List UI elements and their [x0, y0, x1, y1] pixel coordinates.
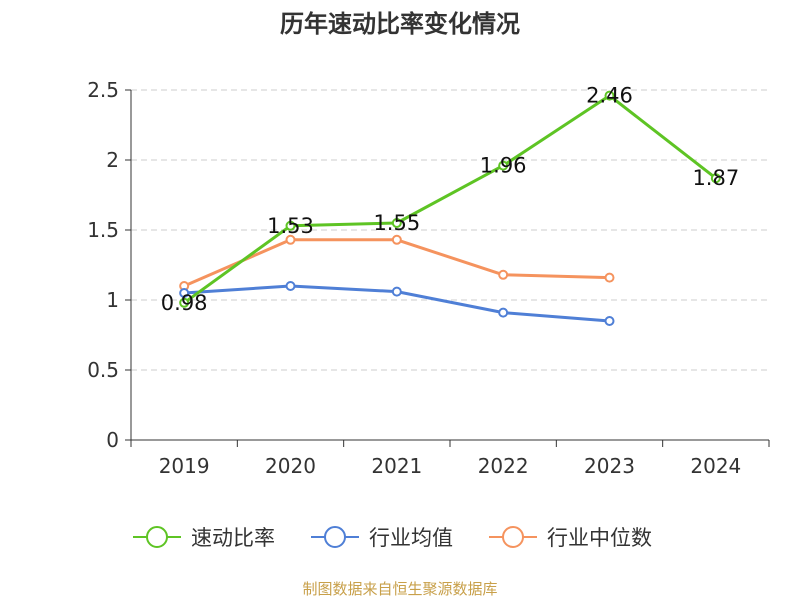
chart-title: 历年速动比率变化情况 [280, 10, 520, 38]
legend-swatch-marker [502, 526, 524, 548]
legend-swatch-marker [324, 526, 346, 548]
data-point [391, 234, 402, 245]
data-label: 1.53 [267, 214, 314, 238]
data-label: 0.98 [161, 291, 208, 315]
data-point [498, 160, 509, 171]
data-point [391, 286, 402, 297]
series-line [183, 94, 717, 305]
x-tick-label: 2024 [690, 454, 741, 478]
y-tick-label: 1 [106, 288, 119, 312]
source-note: 制图数据来自恒生聚源数据库 [302, 580, 498, 598]
y-tick-label: 2.5 [87, 78, 119, 102]
legend-item[interactable]: 行业均值 [311, 526, 453, 550]
series-lines [179, 90, 721, 326]
legend-label: 速动比率 [191, 526, 275, 550]
data-labels: 0.98 1.53 1.55 1.96 2.46 1.87 [161, 84, 739, 315]
data-point [498, 307, 509, 318]
x-tick-label: 2023 [584, 454, 635, 478]
data-point [498, 269, 509, 280]
legend-swatch-marker [146, 526, 168, 548]
data-point [604, 272, 615, 283]
data-label: 2.46 [586, 84, 633, 108]
legend-item[interactable]: 行业中位数 [489, 526, 652, 550]
series-line [183, 238, 610, 288]
data-label: 1.55 [373, 211, 420, 235]
x-tick-label: 2021 [371, 454, 422, 478]
data-point [285, 220, 296, 231]
data-point [710, 173, 721, 184]
data-point [179, 297, 190, 308]
data-label: 1.96 [480, 154, 527, 178]
y-tick-label: 1.5 [87, 218, 119, 242]
legend-item[interactable]: 速动比率 [133, 526, 275, 550]
x-tick-label: 2020 [265, 454, 316, 478]
data-point [285, 281, 296, 291]
grid-lines [131, 89, 769, 371]
data-label: 1.87 [692, 166, 739, 190]
axes: 0 0.5 1 1.5 2 2.5 2019 2020 2021 2022 2023 2024 [87, 78, 770, 478]
data-point [604, 90, 615, 101]
legend-label: 行业中位数 [547, 526, 652, 550]
data-point [391, 218, 402, 228]
legend-label: 行业均值 [369, 526, 453, 550]
y-tick-label: 0.5 [87, 358, 119, 382]
x-tick-label: 2022 [478, 454, 529, 478]
y-tick-label: 2 [106, 148, 119, 172]
data-point [179, 288, 190, 298]
data-point [604, 316, 615, 326]
data-point [285, 234, 296, 245]
x-tick-label: 2019 [159, 454, 210, 478]
y-tick-label: 0 [106, 428, 119, 452]
legend[interactable]: 速动比率 行业均值 行业中位数 [133, 526, 652, 550]
